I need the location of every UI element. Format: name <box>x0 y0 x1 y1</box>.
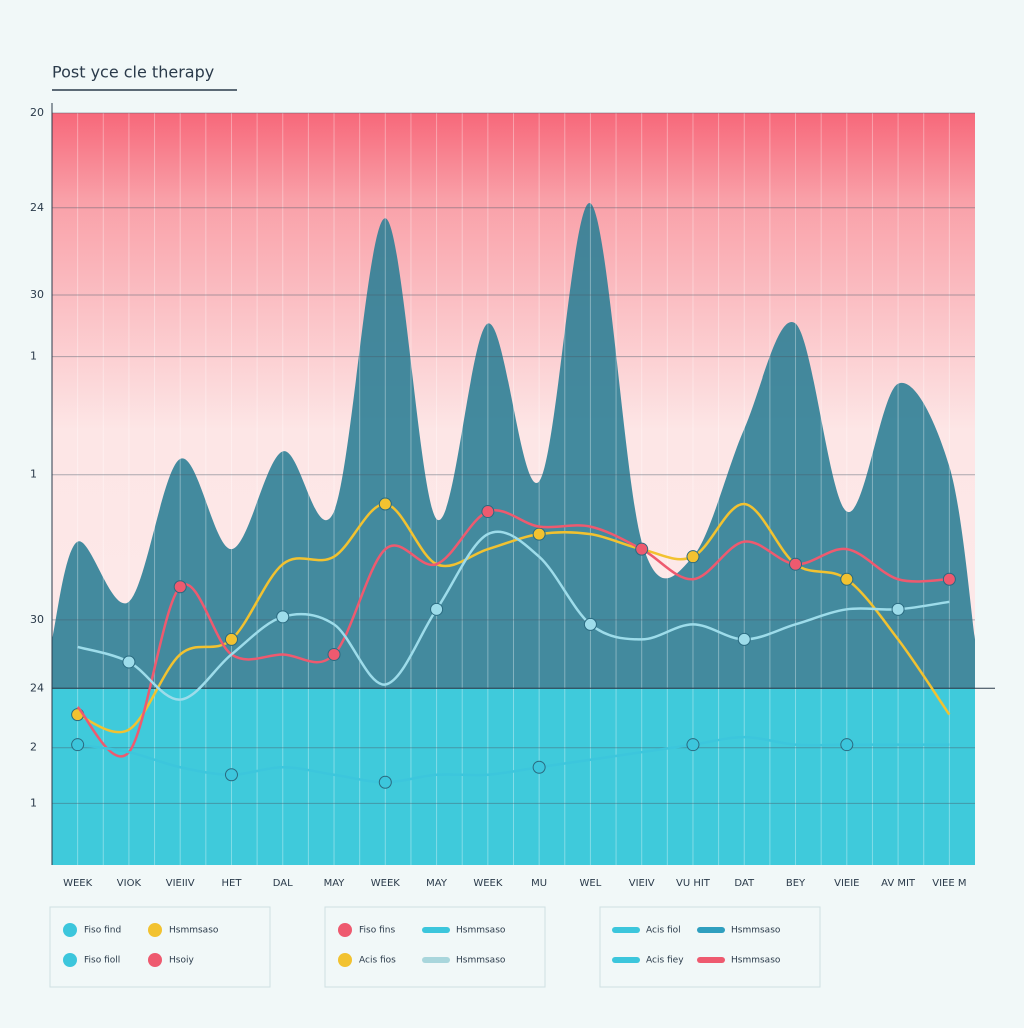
legend-label: Hsmmsaso <box>456 926 506 936</box>
x-tick-label: VIEE M <box>932 878 966 889</box>
x-tick-label: BEY <box>786 878 806 889</box>
y-tick-label: 24 <box>30 681 44 694</box>
point <box>840 738 854 752</box>
legend-label: Acis fiey <box>646 956 684 966</box>
point <box>686 738 700 752</box>
legend-swatch <box>63 923 77 937</box>
x-tick-label: VIEIE <box>834 878 859 889</box>
y-tick-label: 1 <box>30 468 37 481</box>
x-tick-label: WEEK <box>371 878 401 889</box>
legend-label: Fiso find <box>84 926 121 936</box>
legend-box <box>324 906 546 988</box>
point <box>276 610 290 624</box>
line <box>77 530 950 701</box>
x-tick-label: DAT <box>734 878 755 889</box>
legend-label: Hsmmsaso <box>731 926 781 936</box>
legend-swatch <box>338 923 352 937</box>
legend-swatch <box>148 923 162 937</box>
x-tick-label: MAY <box>426 878 448 889</box>
legend-label: Acis fiol <box>646 926 681 936</box>
legend-swatch <box>63 953 77 967</box>
legend-label: Acis fios <box>359 956 396 966</box>
point <box>789 557 803 571</box>
point <box>635 542 649 556</box>
point <box>378 775 392 789</box>
x-tick-label: HET <box>221 878 242 889</box>
legend-label: Hsmmsaso <box>456 956 506 966</box>
point <box>327 647 341 661</box>
point <box>173 580 187 594</box>
legend-label: Hsmmsaso <box>169 926 219 936</box>
legend-label: Fiso fioll <box>84 956 120 966</box>
legend-swatch <box>338 953 352 967</box>
legend-label: Hsoiy <box>169 956 194 966</box>
legend-swatch <box>148 953 162 967</box>
lower-band <box>52 688 975 865</box>
point <box>122 655 136 669</box>
x-tick-label: MAY <box>324 878 346 889</box>
point <box>840 572 854 586</box>
point <box>378 497 392 511</box>
x-tick-label: MU <box>531 878 547 889</box>
point <box>224 768 238 782</box>
legend-label: Hsmmsaso <box>731 956 781 966</box>
point <box>686 550 700 564</box>
x-tick-label: WEEK <box>63 878 93 889</box>
y-tick-label: 30 <box>30 288 44 301</box>
legend-swatch <box>422 957 450 963</box>
legend-label: Fiso fins <box>359 926 395 936</box>
line <box>76 509 950 758</box>
y-tick-label: 2 <box>30 741 37 754</box>
y-tick-label: 1 <box>30 796 37 809</box>
x-tick-label: WEL <box>580 878 602 889</box>
chart-title: Post yce cle therapy <box>52 63 214 82</box>
point <box>71 738 85 752</box>
x-tick-label: VIEIIV <box>166 878 195 889</box>
legend-box <box>599 906 821 988</box>
legend-swatch <box>612 927 640 933</box>
legend-swatch <box>422 927 450 933</box>
point <box>583 617 597 631</box>
legend-swatch <box>697 957 725 963</box>
legend-swatch <box>697 927 725 933</box>
x-tick-label: AV MIT <box>881 878 916 889</box>
point <box>891 602 905 616</box>
point <box>532 527 546 541</box>
legend-swatch <box>612 957 640 963</box>
y-tick-label: 30 <box>30 613 44 626</box>
point <box>430 602 444 616</box>
point <box>737 632 751 646</box>
point <box>224 632 238 646</box>
point <box>481 505 495 519</box>
point <box>942 572 956 586</box>
point <box>532 760 546 774</box>
y-tick-label: 1 <box>30 350 37 363</box>
x-tick-label: DAL <box>273 878 293 889</box>
y-tick-label: 24 <box>30 201 44 214</box>
legend-box <box>49 906 271 988</box>
x-tick-label: WEEK <box>473 878 503 889</box>
x-tick-label: VU HIT <box>676 878 711 889</box>
x-tick-label: VIOK <box>117 878 142 889</box>
x-tick-label: VIEIV <box>629 878 655 889</box>
y-tick-label: 20 <box>30 106 44 119</box>
